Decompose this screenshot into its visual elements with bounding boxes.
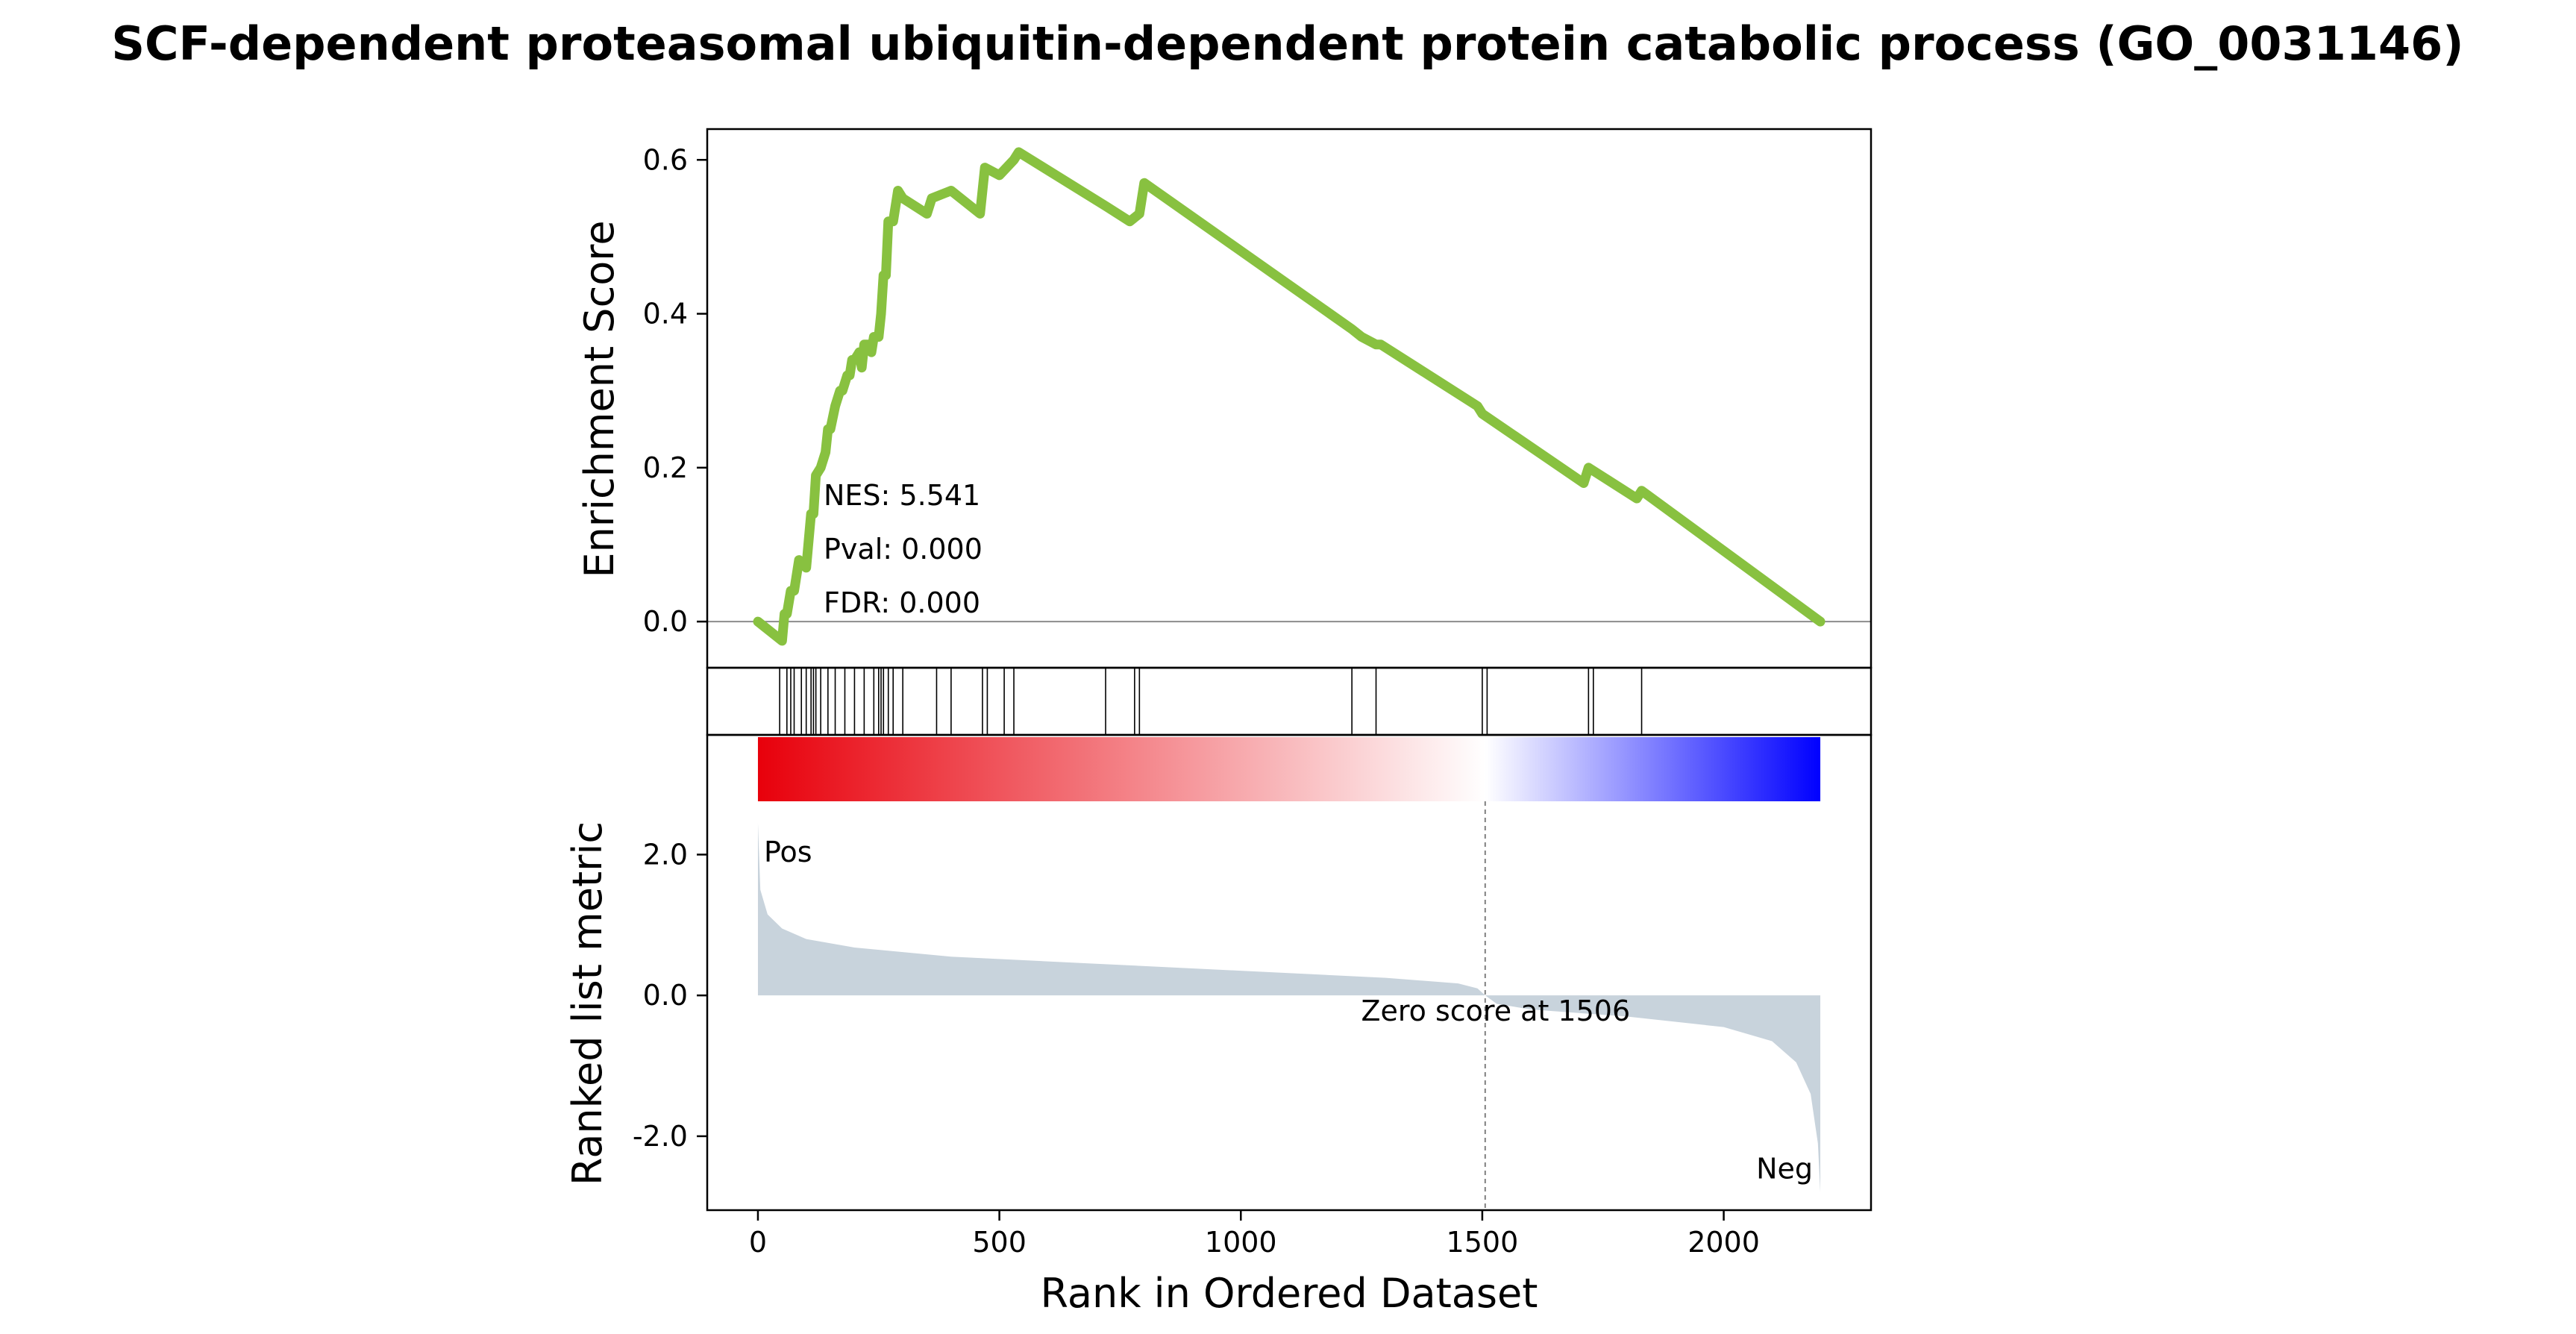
rank-y-axis-label: Ranked list metric — [564, 821, 611, 1186]
x-tick-label: 2000 — [1687, 1226, 1760, 1259]
neg-label: Neg — [1756, 1153, 1813, 1186]
es-y-tick-label: 0.4 — [643, 298, 688, 331]
x-tick-label: 0 — [749, 1226, 767, 1259]
es-y-tick-label: 0.0 — [643, 605, 688, 638]
nes-stat: NES: 5.541 — [824, 479, 980, 512]
rank-y-tick-label: 0.0 — [643, 979, 688, 1012]
x-axis-label: Rank in Ordered Dataset — [1041, 1270, 1538, 1317]
x-tick-label: 1500 — [1447, 1226, 1519, 1259]
x-axis-ticks: 0 500 1000 1500 2000 — [749, 1210, 1760, 1259]
rank-y-tick-label: 2.0 — [643, 838, 688, 871]
hits-panel — [706, 666, 1873, 736]
x-tick-label: 500 — [972, 1226, 1027, 1259]
ranked-metric-panel: Zero score at 1506 Pos Neg 2.0 0.0 -2.0 Ra… — [564, 733, 1873, 1212]
x-tick-label: 1000 — [1205, 1226, 1277, 1259]
es-y-tick-label: 0.6 — [643, 143, 688, 176]
es-y-tick-label: 0.2 — [643, 451, 688, 484]
chart-title: SCF-dependent proteasomal ubiquitin-depe… — [111, 16, 2463, 71]
rank-gradient-bar — [757, 737, 1821, 801]
pval-stat: Pval: 0.000 — [824, 533, 983, 566]
rank-panel-frame — [706, 733, 1873, 1212]
rank-y-tick-label: -2.0 — [633, 1120, 688, 1153]
hit-lines — [779, 668, 1643, 735]
zero-cross-label: Zero score at 1506 — [1361, 995, 1630, 1027]
metric-area — [757, 822, 1821, 1193]
es-y-ticks: 0.0 0.2 0.4 0.6 — [643, 143, 707, 638]
es-curve-line — [753, 147, 1826, 646]
pos-label: Pos — [764, 836, 812, 868]
hits-panel-frame — [706, 666, 1873, 736]
enrichment-score-panel: 0.0 0.2 0.4 0.6 NES: 5.541 Pval: 0.000 FDR:… — [576, 128, 1873, 669]
rank-y-ticks: 2.0 0.0 -2.0 — [633, 838, 707, 1153]
fdr-stat: FDR: 0.000 — [824, 586, 980, 619]
es-y-axis-label: Enrichment Score — [576, 220, 623, 577]
